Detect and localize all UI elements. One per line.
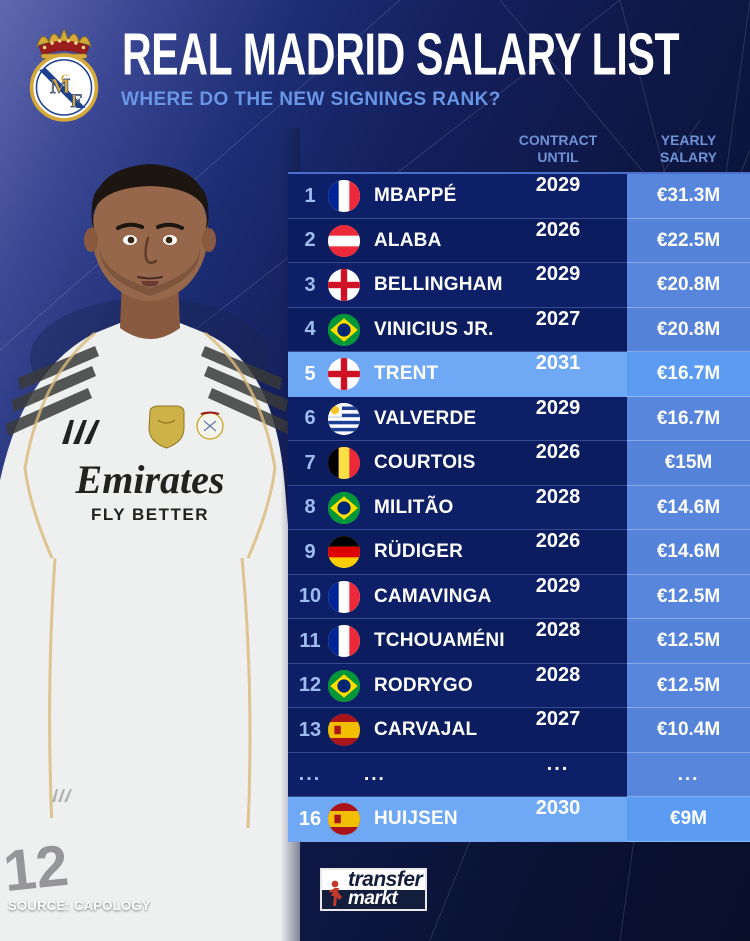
svg-text:F: F — [70, 91, 82, 112]
svg-text:12: 12 — [0, 833, 71, 904]
svg-text:C: C — [61, 71, 70, 85]
svg-text:Emirates: Emirates — [75, 457, 225, 502]
svg-text:FLY BETTER: FLY BETTER — [91, 505, 209, 524]
